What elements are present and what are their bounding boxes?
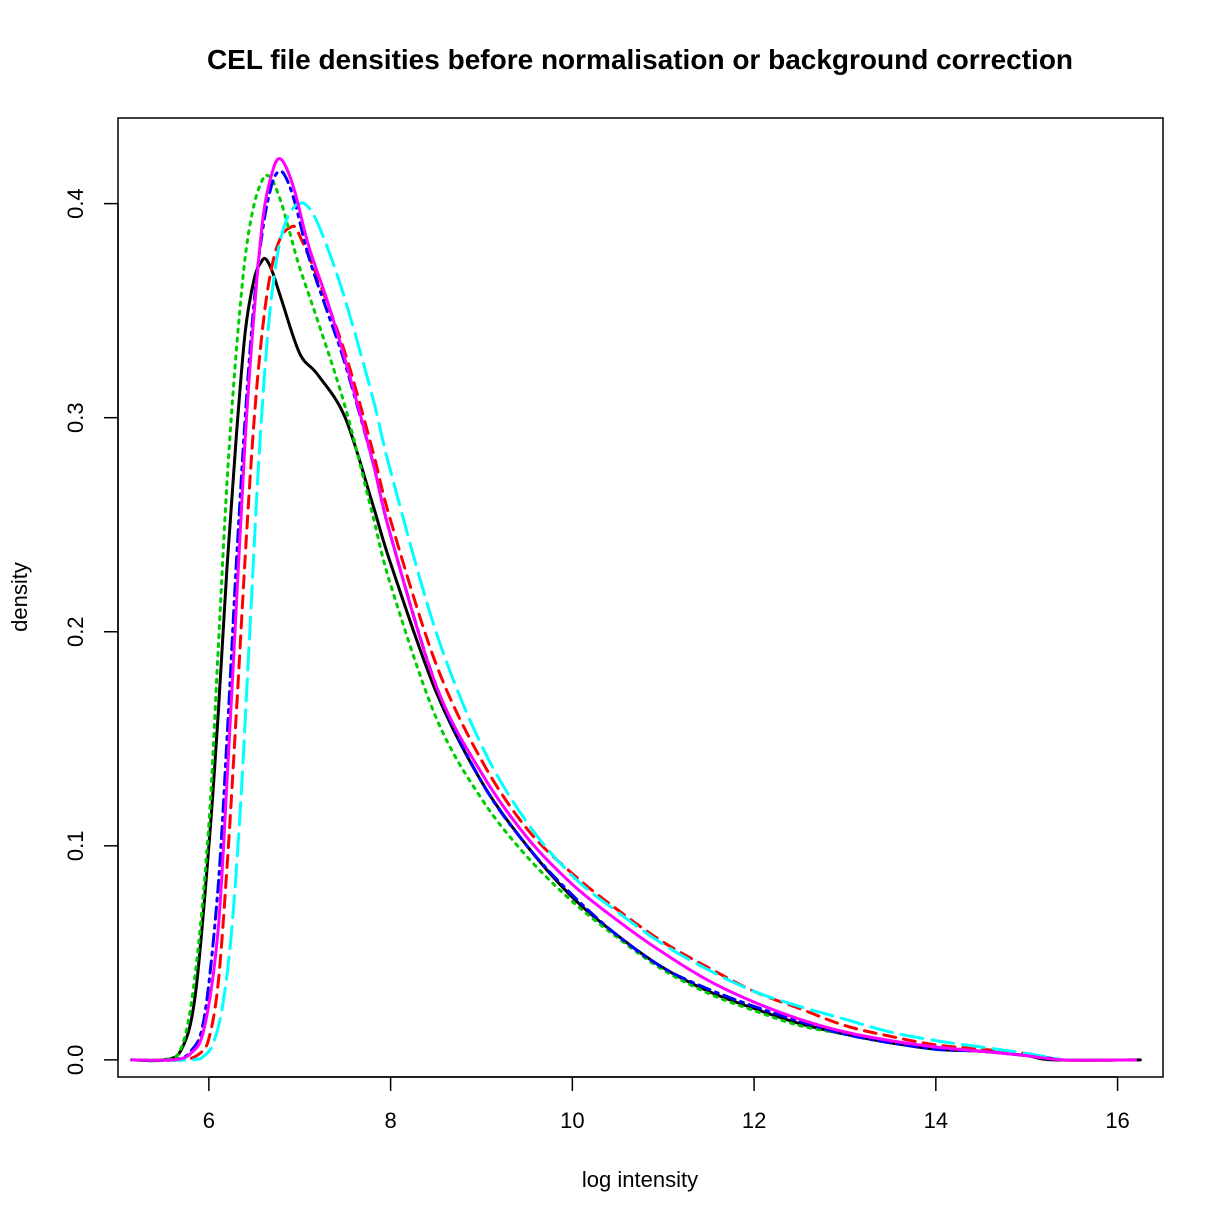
x-tick-label: 8 bbox=[384, 1108, 396, 1133]
y-axis: 0.0 0.1 0.2 0.3 0.4 bbox=[63, 188, 119, 1076]
x-tick-label: 12 bbox=[742, 1108, 766, 1133]
x-tick-label: 10 bbox=[560, 1108, 584, 1133]
y-tick-label: 0.0 bbox=[63, 1045, 88, 1076]
x-tick-label: 16 bbox=[1105, 1108, 1129, 1133]
x-tick-label: 14 bbox=[924, 1108, 948, 1133]
y-tick-label: 0.4 bbox=[63, 188, 88, 219]
y-axis-label: density bbox=[7, 562, 32, 632]
density-series-3 bbox=[130, 173, 1065, 1063]
y-tick-label: 0.1 bbox=[63, 831, 88, 862]
x-tick-label: 6 bbox=[203, 1108, 215, 1133]
density-series-6 bbox=[130, 157, 1138, 1062]
density-curves bbox=[130, 157, 1142, 1063]
y-tick-label: 0.3 bbox=[63, 402, 88, 433]
chart-title: CEL file densities before normalisation … bbox=[207, 44, 1073, 75]
y-tick-label: 0.2 bbox=[63, 616, 88, 647]
x-axis-label: log intensity bbox=[582, 1167, 698, 1192]
x-axis: 6 8 10 12 14 16 bbox=[203, 1076, 1130, 1133]
density-series-2 bbox=[130, 224, 1138, 1062]
density-series-5 bbox=[130, 201, 1065, 1062]
density-series-1 bbox=[130, 256, 1142, 1063]
density-series-4 bbox=[130, 169, 1065, 1063]
